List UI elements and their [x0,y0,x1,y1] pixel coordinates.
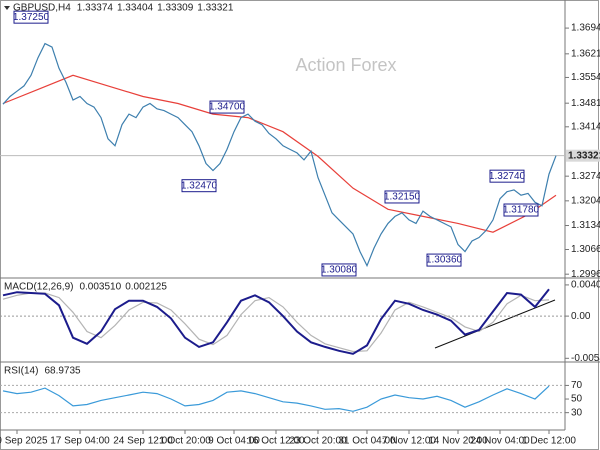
menu-triangle [4,6,10,10]
annotation-box [489,169,525,183]
annotation-box [181,179,217,193]
annotation-box [13,10,49,24]
series-line [2,42,557,268]
annotation-box [426,253,462,267]
annotation-box [321,263,357,277]
x-tick-label: 17 Sep 04:00 [50,436,110,447]
current-price-box [566,149,600,162]
header-value: 68.9735 [44,366,81,377]
panel-title: GBPUSD,H4 [13,3,71,14]
y-tick-label: 1.36210 [571,48,600,59]
series-line [2,385,550,412]
y-tick-label: 1.30660 [571,244,600,255]
y-tick-label: 1.32740 [571,171,600,182]
annotation-label: 1.31780 [503,205,540,216]
y-tick-label: 1.32040 [571,195,600,206]
header-value: 0.003510 [79,282,121,293]
x-tick-label: 16 Oct 12:00 [247,436,305,447]
annotation-label: 1.30080 [321,265,358,276]
annotation-box [503,203,539,217]
x-tick-label: 9 Sep 2025 [0,436,48,447]
series-line [2,288,550,355]
y-tick-label: 1.31340 [571,220,600,231]
x-tick-label: 1 Dec 12:00 [522,436,576,447]
current-price-label: 1.33321 [568,150,600,161]
header-value: 0.002125 [125,282,167,293]
y-tick-label: 70 [571,380,583,391]
header-value: 1.33374 [77,3,114,14]
panel-title: RSI(14) [4,366,38,377]
x-tick-label: 1 Oct 20:00 [159,436,211,447]
x-tick-label: 31 Oct 04:00 [338,436,396,447]
annotation-label: 1.34700 [209,102,246,113]
x-tick-label: 24 Sep 12:00 [113,436,173,447]
y-tick-label: 0.00 [571,311,591,322]
watermark: Action Forex [295,55,396,75]
header-value: 1.33404 [117,3,154,14]
y-tick-label: 1.34140 [571,121,600,132]
annotation-label: 1.37250 [13,12,50,23]
y-tick-label: 1.35540 [571,72,600,83]
y-tick-label: 1.36940 [571,23,600,34]
series-line [2,74,557,233]
annotation-box [209,100,245,114]
annotation-label: 1.32740 [489,171,526,182]
annotation-label: 1.32150 [384,192,421,203]
series-line [2,292,550,353]
y-tick-label: 1.29960 [571,269,600,280]
y-tick-label: -0.00548 [571,353,600,364]
x-tick-label: 24 Nov 04:00 [470,436,530,447]
y-tick-label: 0.004052 [571,280,600,291]
annotation-label: 1.30360 [426,255,463,266]
x-tick-label: 7 Nov 12:00 [382,436,436,447]
header-value: 1.33309 [157,3,194,14]
x-tick-label: 14 Nov 20:00 [428,436,488,447]
x-tick-label: 9 Oct 04:00 [208,436,260,447]
y-tick-label: 1.34810 [571,98,600,109]
y-tick-label: 30 [571,407,583,418]
panel-title: MACD(12,26,9) [4,282,73,293]
header-value: 1.33321 [197,3,234,14]
annotation-box [384,190,420,204]
annotation-label: 1.32470 [181,180,218,191]
x-tick-label: 23 Oct 20:00 [289,436,347,447]
y-tick-label: 50 [571,394,583,405]
